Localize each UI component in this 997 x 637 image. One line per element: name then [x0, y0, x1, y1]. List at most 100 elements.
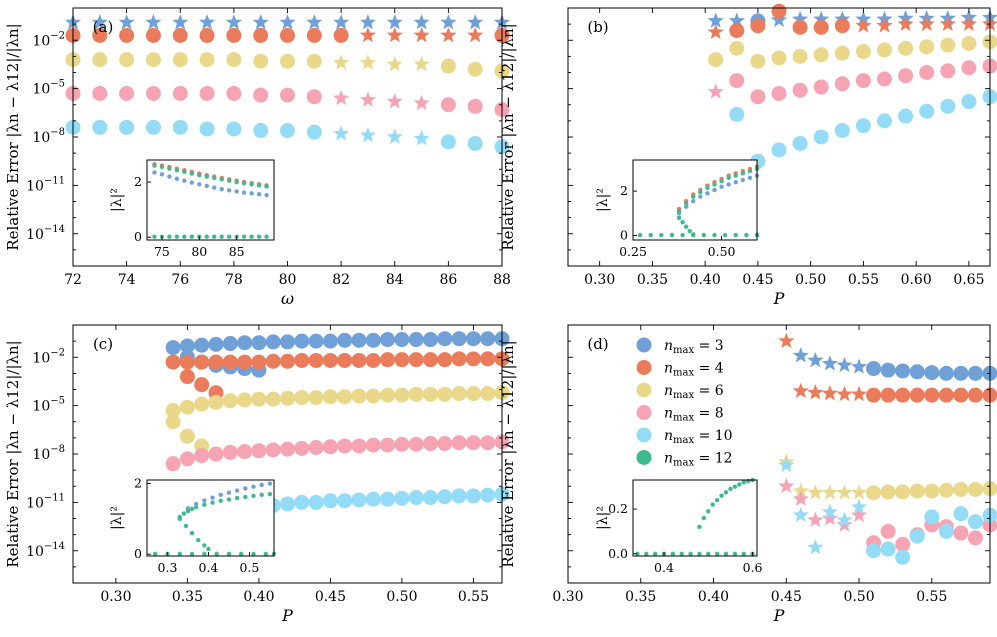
inset-point-n12-1-7	[697, 551, 702, 556]
inset-y-tick-label: 0.0	[608, 546, 628, 561]
inset-point-n12-0-9	[737, 482, 742, 487]
inset-point-n12-2-9	[219, 177, 224, 182]
data-point-n4-1-5	[199, 27, 215, 43]
data-point-n6-2-15	[467, 61, 483, 77]
inset-point-n12-0-4	[714, 497, 720, 503]
inset-point-n12-2-3	[196, 537, 201, 543]
data-point-n6-2-1	[92, 52, 108, 68]
y-tick-exp: −5	[50, 79, 65, 90]
data-point-n4-2-15	[380, 352, 396, 368]
data-point-n10-4-10	[333, 125, 350, 141]
inset-y-tick-label: 2	[134, 174, 142, 189]
inset-point-n12-0-1	[701, 515, 707, 521]
data-point-n6-4-0	[165, 402, 181, 418]
data-point-n8-3-4	[792, 82, 808, 98]
data-point-n8-3-13	[413, 94, 430, 110]
data-point-n10-4-6	[855, 118, 871, 134]
data-point-n6-2-8	[280, 53, 295, 69]
x-tick-label: 0.30	[584, 272, 615, 288]
data-point-n8-6-14	[365, 437, 381, 453]
data-point-n3-0-13	[413, 14, 430, 30]
data-point-n4-1-6	[226, 27, 242, 43]
data-point-n6-4-1	[179, 399, 195, 415]
inset-point-n12-0-3	[710, 502, 715, 507]
x-axis-label: P	[281, 606, 293, 625]
inset-point-n12-1-10	[723, 551, 729, 556]
data-point-n6-2-7	[855, 44, 871, 60]
panel-d: 0.30 0.35 0.40 0.45 0.50 0.55 P Relative Error …	[499, 324, 997, 625]
data-point-n10-4-0	[729, 106, 745, 122]
data-point-n4-2-6	[251, 354, 267, 370]
data-point-n3-0-6	[866, 361, 882, 377]
inset-point-n12-3-4	[202, 551, 207, 557]
inset-point-n12-3-15	[264, 234, 269, 239]
data-point-n6-4-12	[337, 389, 353, 405]
data-point-n3-0-1	[179, 338, 195, 354]
data-point-n10-4-1	[92, 119, 108, 135]
data-point-n8-6-9	[294, 440, 310, 456]
data-point-n4-1-15	[467, 26, 484, 43]
inset-point-n12-4-5	[691, 232, 696, 238]
data-point-n8-3-1	[792, 490, 809, 506]
legend-value: = 4	[694, 361, 724, 377]
inset-point-n12-3-7	[204, 234, 209, 239]
x-tick-label: 82	[332, 272, 350, 288]
x-tick-label: 0.55	[458, 589, 489, 605]
data-point-n8-3-6	[834, 76, 850, 92]
inset-y-label: |λ|²	[595, 188, 611, 212]
legend-label: nmax = 6	[664, 383, 724, 401]
inset-point-n3-0-2	[691, 198, 696, 204]
y-tick-base: 10	[32, 33, 50, 49]
data-point-n6-4-13	[351, 388, 367, 404]
inset-point-n12-4-6	[701, 232, 707, 238]
y-tick-base: 10	[26, 544, 44, 560]
data-point-n6-2-9	[306, 53, 322, 69]
inset-point-n3-0-8	[251, 484, 256, 489]
data-point-n10-4-11	[359, 126, 376, 143]
data-point-n8-3-11	[940, 63, 956, 79]
y-tick-base: 10	[32, 350, 50, 366]
data-point-n3-0-7	[252, 14, 269, 30]
data-point-n8-3-14	[440, 97, 456, 113]
inset-point-n12-2-8	[733, 173, 738, 178]
data-point-n3-0-18	[423, 332, 438, 348]
legend-value: = 8	[694, 406, 724, 422]
y-axis-label: Relative Error |λn − λ12|/|λn|	[4, 340, 22, 567]
inset-point-n3-0-5	[712, 187, 717, 193]
inset-point-n12-3-9	[219, 234, 224, 239]
y-tick-label: 10−8	[32, 444, 65, 463]
data-point-n3-0-12	[386, 14, 403, 30]
inset-x-tick-label: 0.25	[619, 244, 647, 259]
data-point-n6-4-18	[423, 386, 438, 402]
data-point-n6-2-4	[792, 48, 808, 64]
data-point-n8-6-22	[480, 435, 496, 451]
data-point-n3-0-3	[208, 336, 224, 352]
data-point-n6-2-3	[821, 484, 838, 500]
data-point-n8-6-8	[280, 441, 295, 457]
data-point-n8-6-12	[337, 438, 353, 454]
x-tick-label: 0.60	[901, 272, 932, 288]
data-point-n8-3-5	[199, 85, 215, 101]
panel-label: (b)	[587, 18, 608, 36]
x-tick-label: 80	[279, 272, 297, 288]
data-point-n4-1-10	[924, 387, 940, 403]
inset-point-n12-2-15	[264, 184, 269, 189]
data-point-n3-0-4	[172, 14, 189, 30]
inset-y-tick-label: 2	[620, 183, 628, 198]
data-point-n4-1-10	[333, 27, 349, 43]
data-point-n3-0-15	[380, 332, 396, 348]
data-point-n6-4-3	[208, 394, 224, 410]
panel-c-marks	[165, 331, 510, 515]
data-point-n8-3-8	[280, 87, 295, 103]
data-point-n6-2-12	[961, 35, 977, 51]
inset-point-n12-2-6	[197, 172, 202, 178]
x-tick-label: 0.45	[315, 589, 346, 605]
data-point-n10-4-0	[778, 456, 795, 473]
data-point-n3-0-8	[279, 14, 296, 30]
x-tick-label: 0.65	[953, 272, 984, 288]
inset-point-n12-1-10	[243, 494, 248, 500]
inset-point-n12-1-1	[644, 551, 649, 556]
inset-point-n3-0-5	[189, 180, 195, 185]
data-point-n10-4-2	[119, 119, 135, 135]
